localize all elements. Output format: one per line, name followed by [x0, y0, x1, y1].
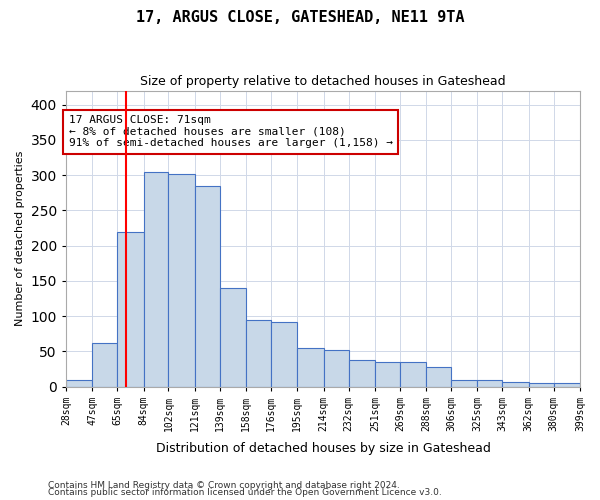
Bar [349, 360, 375, 386]
Bar [400, 362, 426, 386]
Bar [143, 172, 169, 386]
Bar [169, 174, 195, 386]
X-axis label: Distribution of detached houses by size in Gateshead: Distribution of detached houses by size … [155, 442, 490, 455]
Bar [451, 380, 478, 386]
Bar [271, 322, 298, 386]
Bar [478, 380, 502, 386]
Bar [246, 320, 271, 386]
Text: 17 ARGUS CLOSE: 71sqm
← 8% of detached houses are smaller (108)
91% of semi-deta: 17 ARGUS CLOSE: 71sqm ← 8% of detached h… [69, 115, 393, 148]
Bar [529, 383, 554, 386]
Bar [375, 362, 400, 386]
Bar [66, 380, 92, 386]
Bar [298, 348, 323, 387]
Text: Contains public sector information licensed under the Open Government Licence v3: Contains public sector information licen… [48, 488, 442, 497]
Bar [220, 288, 246, 386]
Title: Size of property relative to detached houses in Gateshead: Size of property relative to detached ho… [140, 75, 506, 88]
Text: Contains HM Land Registry data © Crown copyright and database right 2024.: Contains HM Land Registry data © Crown c… [48, 480, 400, 490]
Bar [92, 343, 117, 386]
Bar [195, 186, 220, 386]
Bar [323, 350, 349, 387]
Bar [117, 232, 143, 386]
Bar [426, 367, 451, 386]
Bar [502, 382, 529, 386]
Bar [554, 383, 580, 386]
Text: 17, ARGUS CLOSE, GATESHEAD, NE11 9TA: 17, ARGUS CLOSE, GATESHEAD, NE11 9TA [136, 10, 464, 25]
Y-axis label: Number of detached properties: Number of detached properties [15, 151, 25, 326]
